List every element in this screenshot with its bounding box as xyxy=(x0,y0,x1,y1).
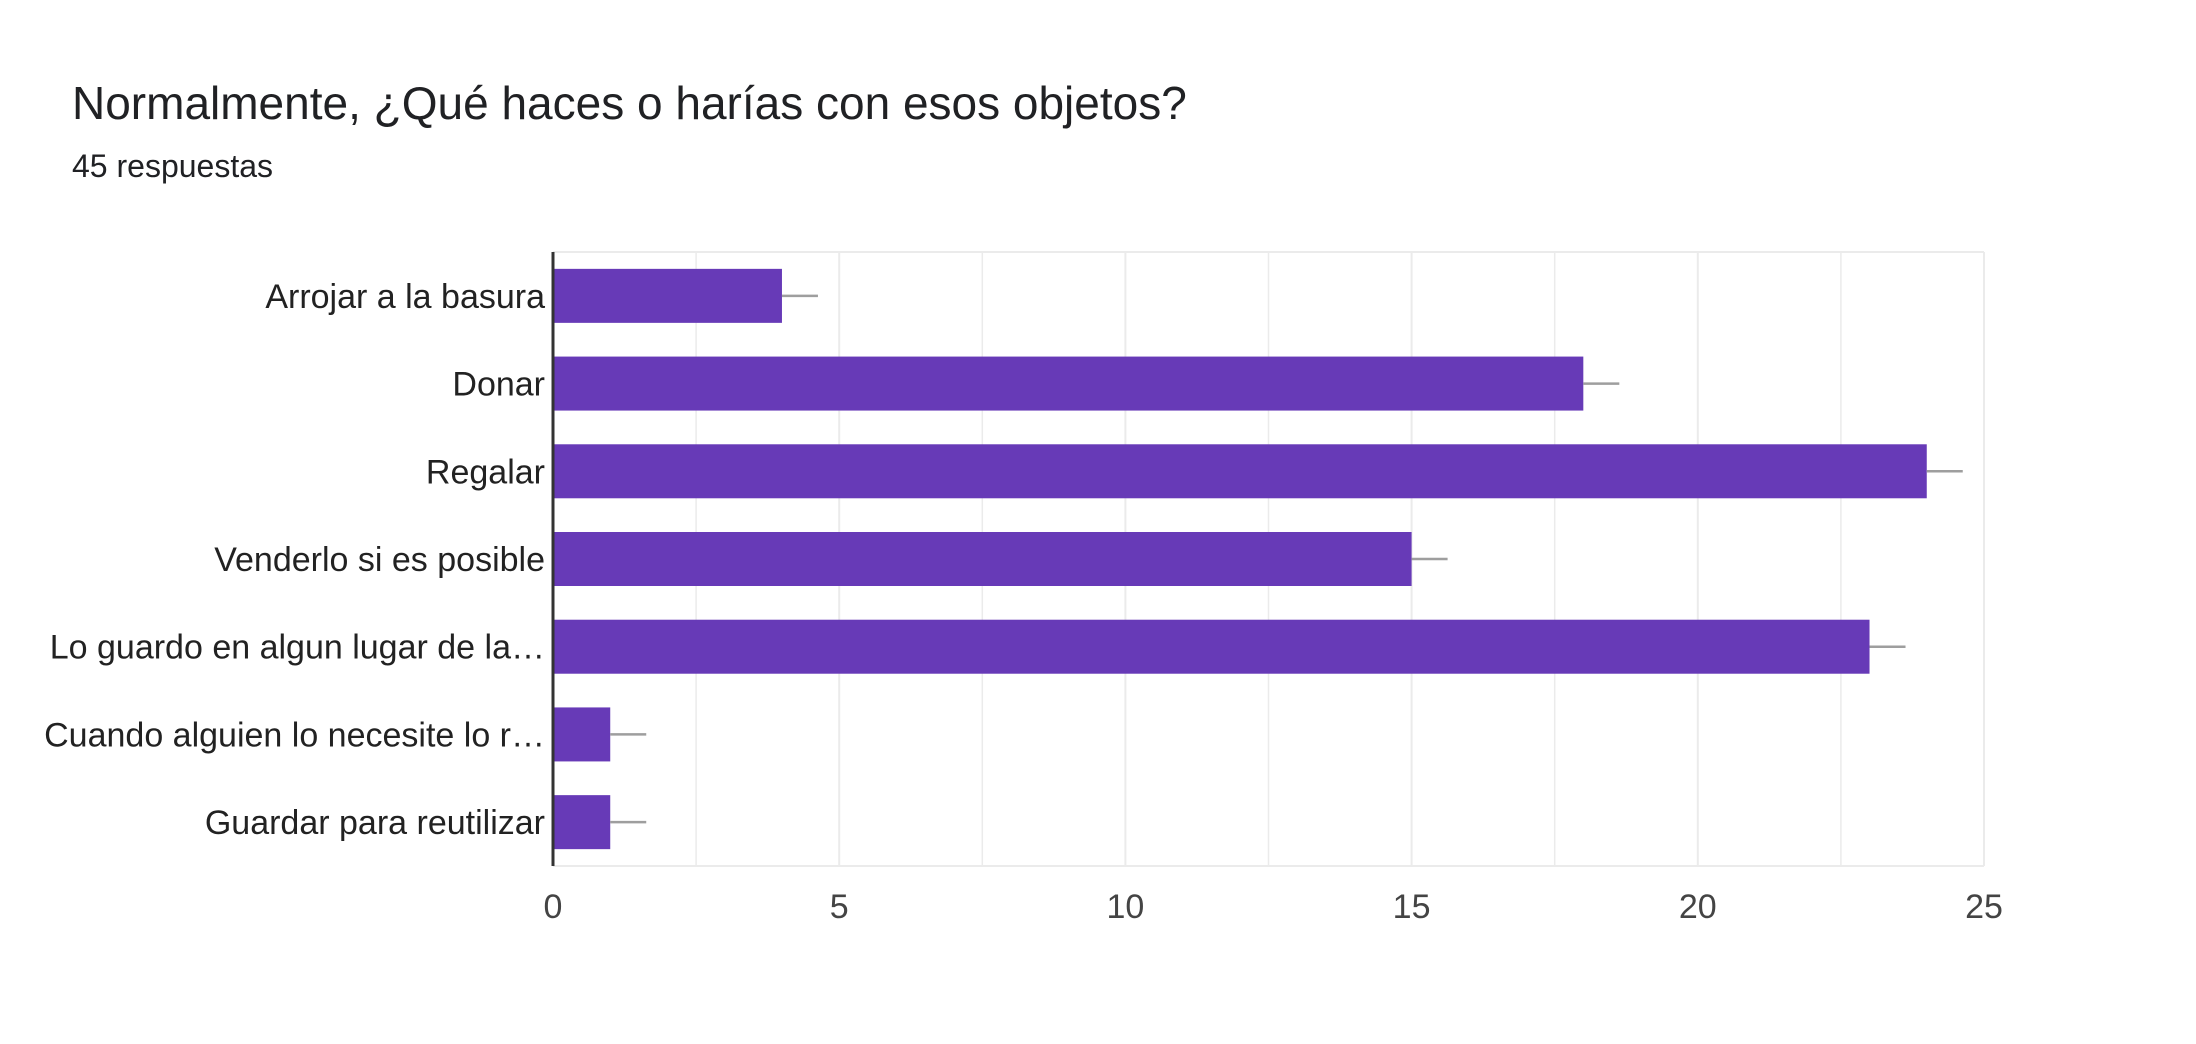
x-tick-label: 25 xyxy=(1965,888,2003,926)
bar xyxy=(553,532,1412,586)
x-tick-label: 0 xyxy=(544,888,563,926)
category-label: Donar xyxy=(452,366,545,404)
x-tick-label: 5 xyxy=(830,888,849,926)
chart-title: Normalmente, ¿Qué haces o harías con eso… xyxy=(72,77,1187,129)
response-count: 45 respuestas xyxy=(72,148,274,184)
category-label: Lo guardo en algun lugar de la… xyxy=(50,629,545,667)
x-tick-label: 20 xyxy=(1679,888,1717,926)
category-label: Guardar para reutilizar xyxy=(205,804,545,842)
bar xyxy=(553,795,611,850)
bars xyxy=(551,252,1963,866)
category-labels: Arrojar a la basura Donar Regalar Venderlo … xyxy=(44,278,545,842)
bar xyxy=(553,444,1927,499)
x-tick-label: 15 xyxy=(1393,888,1431,926)
bar xyxy=(553,707,611,762)
bar xyxy=(553,356,1584,411)
bar xyxy=(553,268,782,323)
x-tick-labels: 0 5 10 15 20 25 xyxy=(544,888,2003,926)
x-tick-label: 10 xyxy=(1106,888,1144,926)
bar xyxy=(553,619,1870,674)
category-label: Regalar xyxy=(426,453,545,491)
category-label: Arrojar a la basura xyxy=(265,278,545,316)
category-label: Venderlo si es posible xyxy=(214,541,545,579)
category-label: Cuando alguien lo necesite lo r… xyxy=(44,716,545,754)
